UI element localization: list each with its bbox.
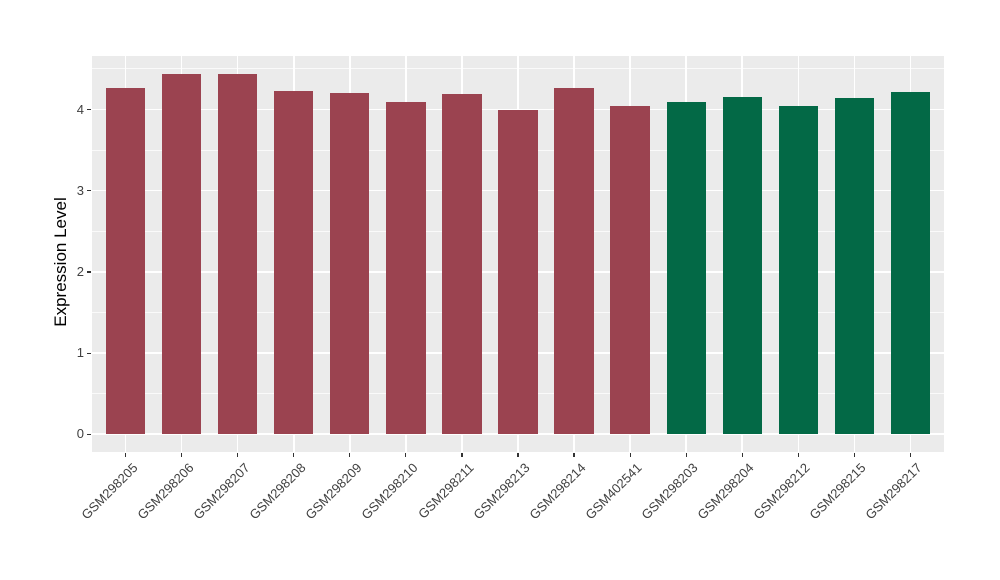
bar-GSM298217 <box>890 91 930 435</box>
bar-GSM298209 <box>330 92 370 435</box>
y-tick-mark <box>87 271 91 273</box>
y-tick-label: 3 <box>76 182 84 198</box>
x-tick-mark <box>349 453 351 457</box>
x-tick-mark <box>853 453 855 457</box>
y-tick-label: 2 <box>76 263 84 279</box>
y-tick-mark <box>87 190 91 192</box>
y-tick-mark <box>87 109 91 111</box>
bar-GSM402541 <box>610 105 650 435</box>
x-tick-label: GSM298217 <box>862 460 925 523</box>
x-tick-label: GSM298206 <box>134 460 197 523</box>
x-tick-label: GSM298208 <box>246 460 309 523</box>
y-axis-title: Expression Level <box>51 197 70 327</box>
x-tick-label: GSM298211 <box>415 460 477 522</box>
x-tick-label: GSM298209 <box>302 460 365 523</box>
x-tick-label: GSM298207 <box>190 460 253 523</box>
bar-GSM298212 <box>778 106 818 435</box>
bar-GSM298206 <box>162 73 202 435</box>
x-tick-mark <box>629 453 631 457</box>
bar-GSM298213 <box>498 110 538 435</box>
x-tick-mark <box>685 453 687 457</box>
plot-panel <box>92 56 944 452</box>
y-tick-label: 0 <box>76 426 84 442</box>
x-tick-mark <box>797 453 799 457</box>
y-tick-mark <box>87 433 91 435</box>
x-tick-mark <box>405 453 407 457</box>
bar-GSM298208 <box>274 90 314 435</box>
y-tick-label: 1 <box>76 345 84 360</box>
bar-GSM298204 <box>722 96 762 435</box>
x-tick-mark <box>461 453 463 457</box>
x-tick-label: GSM298203 <box>638 460 701 523</box>
bar-GSM298215 <box>834 98 874 435</box>
bar-GSM298210 <box>386 102 426 435</box>
x-tick-label: GSM298214 <box>526 460 589 523</box>
y-tick-mark <box>87 352 91 354</box>
x-tick-label: GSM298210 <box>358 460 421 523</box>
bar-GSM298207 <box>218 73 258 435</box>
x-tick-label: GSM298205 <box>78 460 141 523</box>
bar-GSM298211 <box>442 94 482 435</box>
y-tick-label: 4 <box>76 101 84 117</box>
x-tick-mark <box>125 453 127 457</box>
bar-GSM298214 <box>554 88 594 435</box>
bar-GSM298203 <box>666 102 706 435</box>
x-tick-label: GSM298215 <box>806 460 869 523</box>
x-tick-mark <box>293 453 295 457</box>
x-tick-mark <box>741 453 743 457</box>
x-tick-mark <box>909 453 911 457</box>
x-tick-mark <box>237 453 239 457</box>
x-tick-mark <box>517 453 519 457</box>
x-tick-mark <box>181 453 183 457</box>
x-tick-label: GSM402541 <box>582 460 645 523</box>
x-tick-mark <box>573 453 575 457</box>
bar-GSM298205 <box>106 88 146 435</box>
x-tick-label: GSM298204 <box>694 460 757 523</box>
x-tick-label: GSM298212 <box>750 460 813 523</box>
x-tick-label: GSM298213 <box>470 460 533 523</box>
